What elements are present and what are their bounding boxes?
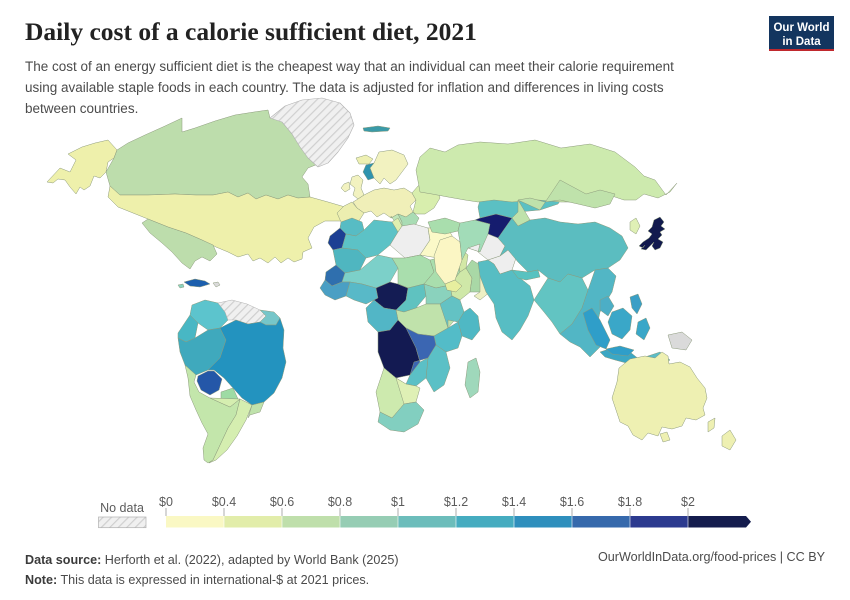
svg-text:No data: No data [100, 501, 144, 515]
svg-text:$1.2: $1.2 [444, 495, 468, 509]
svg-text:$1.8: $1.8 [618, 495, 642, 509]
svg-text:$2: $2 [681, 495, 695, 509]
svg-text:$0.4: $0.4 [212, 495, 236, 509]
svg-text:$1.6: $1.6 [560, 495, 584, 509]
svg-text:$0.8: $0.8 [328, 495, 352, 509]
svg-text:$1: $1 [391, 495, 405, 509]
svg-text:$0.6: $0.6 [270, 495, 294, 509]
svg-text:$1.4: $1.4 [502, 495, 526, 509]
svg-text:$0: $0 [159, 495, 173, 509]
